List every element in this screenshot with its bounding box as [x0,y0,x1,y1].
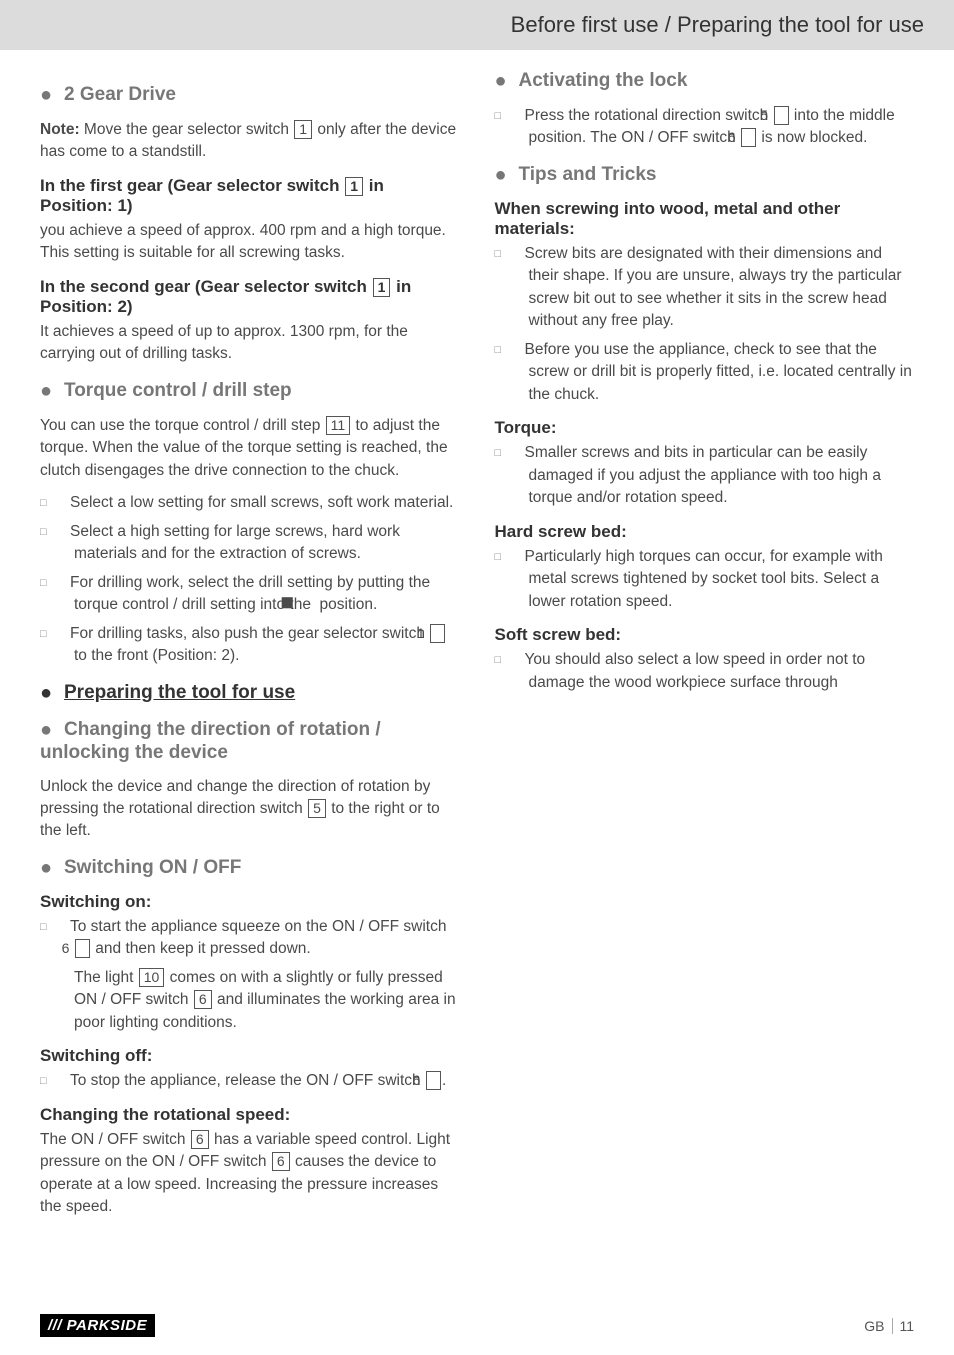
header-title: Before first use / Preparing the tool fo… [511,12,924,38]
bullet-icon: ● [40,380,64,403]
bullet-icon: ● [495,70,519,93]
heading-rotation: ●Changing the direction of rotation / un… [40,719,460,764]
ref-1: 1 [345,177,363,196]
bullet-icon: ● [40,682,64,705]
square-bullet-icon: □ [495,446,525,462]
list-item: □Smaller screws and bits in particular c… [495,442,915,509]
switching-on-list: □To start the appliance squeeze on the O… [40,916,460,961]
ref-1: 1 [430,624,445,643]
bullet-icon: ● [40,84,64,107]
heading-soft-bed: Soft screw bed: [495,625,915,645]
list-item: The light 10 comes on with a slightly or… [40,967,460,1034]
ref-5: 5 [774,106,789,125]
torque-sub-list: □Smaller screws and bits in particular c… [495,442,915,509]
ref-6: 6 [75,939,90,958]
square-bullet-icon: □ [40,525,70,541]
bullet-icon: ● [40,857,64,880]
list-item: □To stop the appliance, release the ON /… [40,1070,460,1092]
light-list: The light 10 comes on with a slightly or… [40,967,460,1034]
ref-6: 6 [741,128,756,147]
square-bullet-icon: □ [495,247,525,263]
soft-bed-list: □You should also select a low speed in o… [495,649,915,694]
ref-11: 11 [326,416,351,435]
list-item: □Particularly high torques can occur, fo… [495,546,915,613]
brand-badge: /// PARKSIDE [40,1314,155,1337]
heading-activating-lock: ●Activating the lock [495,70,915,93]
square-bullet-icon: □ [495,343,525,359]
heading-wood-metal: When screwing into wood, metal and other… [495,199,915,239]
heading-gear-drive: ●2 Gear Drive [40,84,460,107]
ref-1: 1 [294,120,312,139]
list-item: □Select a high setting for large screws,… [40,521,460,566]
note-para: Note: Move the gear selector switch 1 on… [40,119,460,164]
square-bullet-icon: □ [40,920,70,936]
ref-6: 6 [426,1071,441,1090]
heading-tips: ●Tips and Tricks [495,164,915,187]
square-bullet-icon: □ [40,576,70,592]
ref-6: 6 [272,1152,290,1171]
switching-off-list: □To stop the appliance, release the ON /… [40,1070,460,1092]
list-item: □Press the rotational direction switch 5… [495,105,915,150]
heading-onoff: ●Switching ON / OFF [40,857,460,880]
list-item: □Screw bits are designated with their di… [495,243,915,333]
unlock-para: Unlock the device and change the directi… [40,776,460,843]
list-item: □Select a low setting for small screws, … [40,492,460,514]
list-item: □You should also select a low speed in o… [495,649,915,694]
second-gear-body: It achieves a speed of up to approx. 130… [40,321,460,366]
heading-changing-speed: Changing the rotational speed: [40,1105,460,1125]
ref-1: 1 [373,278,391,297]
torque-para: You can use the torque control / drill s… [40,415,460,482]
square-bullet-icon: □ [40,1074,70,1090]
main-content: ●2 Gear Drive Note: Move the gear select… [0,50,954,1295]
ref-10: 10 [139,968,165,987]
square-bullet-icon: □ [40,627,70,643]
heading-switching-off: Switching off: [40,1046,460,1066]
changing-speed-para: The ON / OFF switch 6 has a variable spe… [40,1129,460,1219]
list-item: □For drilling tasks, also push the gear … [40,623,460,668]
list-item: □To start the appliance squeeze on the O… [40,916,460,961]
activating-list: □Press the rotational direction switch 5… [495,105,915,150]
heading-first-gear: In the first gear (Gear selector switch … [40,176,460,216]
square-bullet-icon: □ [40,496,70,512]
heading-torque: ●Torque control / drill step [40,380,460,403]
page-number: GB11 [864,1318,914,1334]
ref-5: 5 [308,799,326,818]
bullet-icon: ● [40,719,64,742]
heading-switching-on: Switching on: [40,892,460,912]
square-bullet-icon: □ [495,109,525,125]
heading-second-gear: In the second gear (Gear selector switch… [40,277,460,317]
heading-hard-bed: Hard screw bed: [495,522,915,542]
list-item: □Before you use the appliance, check to … [495,339,915,406]
square-bullet-icon: □ [495,550,525,566]
tips-list: □Screw bits are designated with their di… [495,243,915,406]
heading-torque-sub: Torque: [495,418,915,438]
ref-6: 6 [191,1130,209,1149]
bullet-icon: ● [495,164,519,187]
page-footer: /// PARKSIDE GB11 [40,1314,914,1337]
list-item: □For drilling work, select the drill set… [40,572,460,617]
torque-list: □Select a low setting for small screws, … [40,492,460,667]
square-bullet-icon: □ [495,653,525,669]
heading-preparing: ●Preparing the tool for use [40,682,460,705]
ref-6: 6 [194,990,212,1009]
hard-bed-list: □Particularly high torques can occur, fo… [495,546,915,613]
first-gear-body: you achieve a speed of approx. 400 rpm a… [40,220,460,265]
page-header: Before first use / Preparing the tool fo… [0,0,954,50]
